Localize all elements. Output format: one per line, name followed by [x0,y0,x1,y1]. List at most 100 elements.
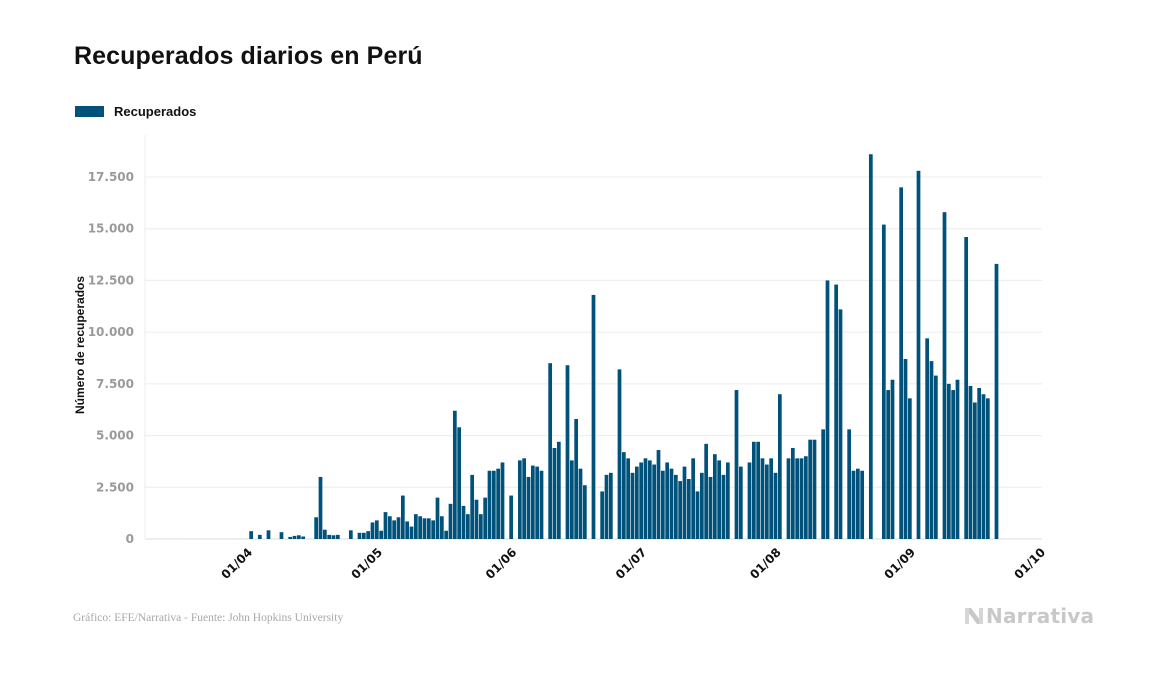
bar [643,458,648,539]
x-tick-label: 01/07 [613,545,650,582]
bar [972,402,977,539]
bar [821,429,826,539]
bar [678,481,683,539]
bar [951,390,956,539]
bar [799,458,804,539]
bar [253,538,258,539]
bar [426,518,431,539]
bar [331,535,336,539]
bar [695,491,700,539]
bar [379,530,384,539]
bar [704,443,709,539]
bar [396,517,401,539]
bar [959,538,964,539]
x-axis-ticks: 01/04 01/05 01/06 01/07 01/08 01/09 01/10 [219,545,1049,582]
bar [405,521,410,539]
bar [418,516,423,539]
bar [847,429,852,539]
bar [236,538,241,539]
bar [756,441,761,539]
bar [977,387,982,539]
bar [210,538,215,539]
bar [591,294,596,539]
bar [890,379,895,539]
bar [314,517,319,539]
bar [829,538,834,539]
bar [275,538,280,539]
bar [431,520,436,539]
bar [353,538,358,539]
bar [552,447,557,539]
bar [877,538,882,539]
bar [409,526,414,539]
bar [899,187,904,539]
bar [907,398,912,539]
bar [686,479,691,539]
bar [465,514,470,539]
bar [864,538,869,539]
bar [981,394,986,539]
x-tick-label: 01/09 [882,545,919,582]
bar [387,516,392,539]
bar [439,516,444,539]
bar [717,460,722,539]
bar [327,534,332,539]
x-tick-label: 01/05 [349,545,386,582]
bar [335,534,340,539]
bar [266,530,271,539]
bar [530,465,535,539]
bar [569,460,574,539]
bar [747,462,752,539]
bar [769,458,774,539]
bar [985,398,990,539]
bar [933,375,938,539]
bar [578,468,583,539]
bar [812,439,817,539]
bar [652,464,657,539]
bar [582,485,587,539]
bar [500,462,505,539]
legend-label: Recuperados [114,104,197,119]
bar [249,531,254,539]
bar [496,468,501,539]
bar [968,385,973,539]
bar [509,495,514,539]
bar [318,476,323,539]
bar [348,530,353,539]
bar [400,495,405,539]
brand-logo: Narrativa [964,604,1094,628]
y-tick-label: 10.000 [88,325,134,339]
bar [760,458,765,539]
bar [851,470,856,539]
bar [205,538,210,539]
bar [262,538,267,539]
bar [513,538,518,539]
bar [808,439,813,539]
bar [699,472,704,539]
bar [994,263,999,539]
bar [435,497,440,539]
x-tick-label: 01/08 [747,545,784,582]
bar [257,534,262,539]
bar [292,535,297,539]
bar [600,491,605,539]
bar [946,383,951,539]
bar [587,538,592,539]
bar [955,379,960,539]
bar [361,532,366,539]
bar [522,458,527,539]
narrativa-n-logo-icon [965,608,983,624]
bar [860,470,865,539]
bar [803,456,808,539]
bar [548,363,553,539]
bar [795,458,800,539]
bar [626,458,631,539]
bar [886,390,891,539]
bar [322,529,327,539]
bar [231,538,236,539]
bar [383,512,388,539]
bar [296,535,301,539]
bar [868,154,873,539]
legend: Recuperados [75,104,196,119]
